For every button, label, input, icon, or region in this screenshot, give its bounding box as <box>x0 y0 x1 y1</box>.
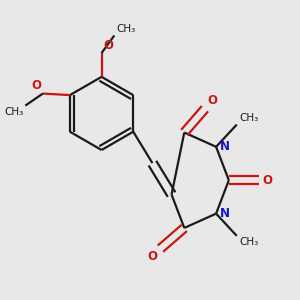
Text: O: O <box>103 39 113 52</box>
Text: CH₃: CH₃ <box>239 113 259 123</box>
Text: O: O <box>208 94 218 107</box>
Text: N: N <box>220 140 230 153</box>
Text: CH₃: CH₃ <box>117 24 136 34</box>
Text: N: N <box>220 207 230 220</box>
Text: O: O <box>31 79 41 92</box>
Text: CH₃: CH₃ <box>239 238 259 248</box>
Text: O: O <box>263 174 273 187</box>
Text: CH₃: CH₃ <box>4 107 24 117</box>
Text: O: O <box>147 250 157 263</box>
